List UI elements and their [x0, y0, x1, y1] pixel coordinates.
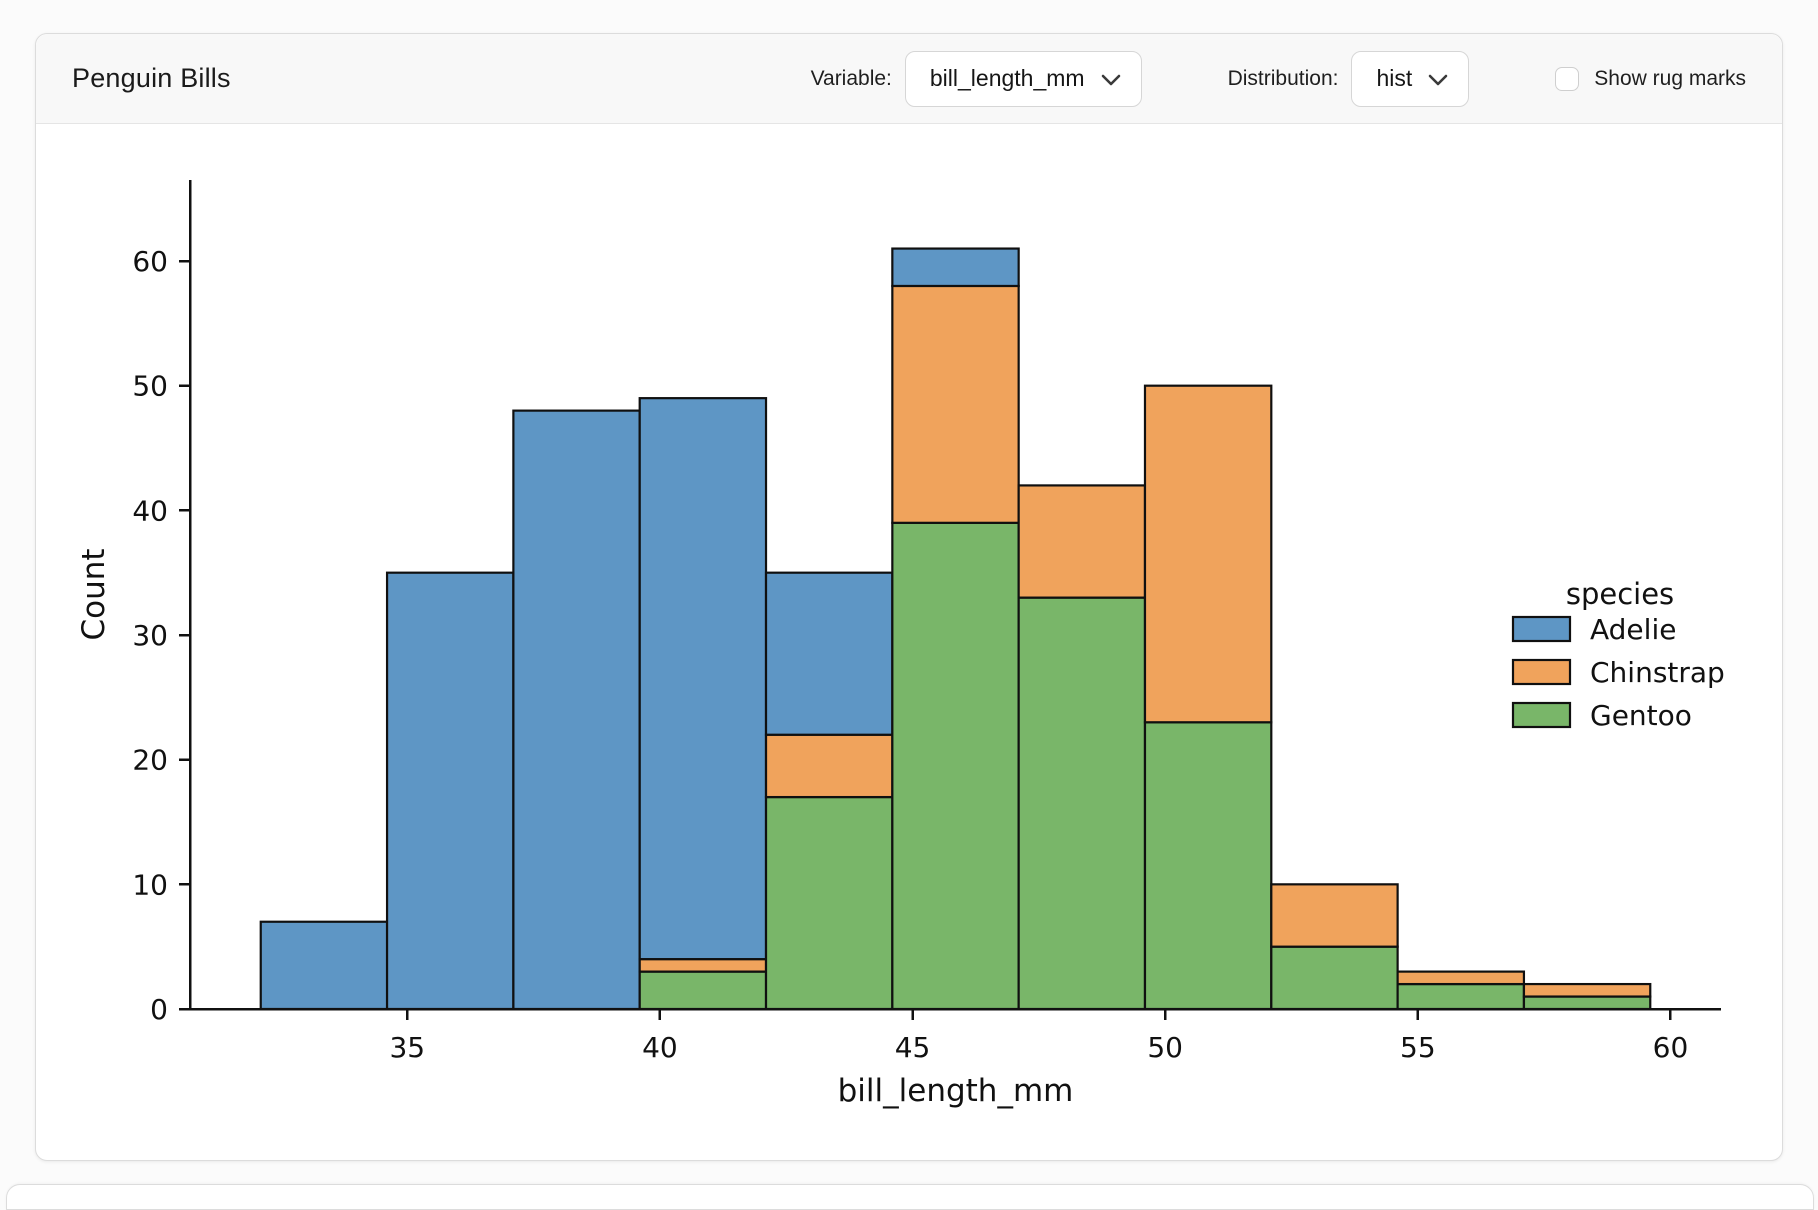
y-axis-tick-label: 60 [132, 245, 168, 278]
chevron-down-icon [1428, 74, 1448, 86]
card-header: Penguin Bills Variable: bill_length_mm D… [36, 34, 1782, 124]
y-axis-tick-label: 40 [132, 494, 168, 527]
legend-label: Gentoo [1590, 699, 1692, 732]
chevron-down-icon [1101, 74, 1120, 86]
histogram-bar-segment [891, 284, 1020, 524]
header-controls: Variable: bill_length_mm Distribution: h… [810, 50, 1746, 107]
x-axis-tick-label: 35 [389, 1031, 425, 1064]
histogram-bar-segment [1270, 883, 1399, 948]
histogram-bar-segment [764, 571, 894, 736]
legend-title: species [1566, 577, 1674, 611]
main-card: Penguin Bills Variable: bill_length_mm D… [35, 33, 1783, 1161]
histogram-bar-segment [638, 958, 768, 973]
chart-svg: 35 40 45 50 55 60 0 10 20 30 40 50 60 bill_length_mm C… [76, 180, 1725, 1109]
rug-marks-checkbox[interactable] [1555, 66, 1580, 91]
legend-label: Adelie [1590, 613, 1676, 646]
histogram-bar-segment [1143, 721, 1273, 1011]
histogram-bar-segment [764, 795, 894, 1011]
histogram-bar-segment [1017, 484, 1147, 599]
rug-marks-control-group: Show rug marks [1555, 66, 1746, 91]
rug-marks-label[interactable]: Show rug marks [1594, 66, 1746, 90]
y-axis-tick-label: 10 [132, 868, 168, 901]
histogram-bar-segment [638, 970, 768, 1011]
legend-label: Chinstrap [1590, 656, 1725, 689]
y-axis-tick-label: 50 [132, 370, 168, 403]
page-title: Penguin Bills [72, 63, 231, 93]
distribution-select-value: hist [1376, 65, 1413, 91]
histogram-bar-segment [1396, 970, 1526, 986]
histogram-bar-segment [891, 247, 1020, 288]
variable-select[interactable]: bill_length_mm [904, 50, 1142, 107]
x-axis-tick-label: 40 [642, 1031, 678, 1064]
x-axis-tick-label: 50 [1147, 1031, 1183, 1064]
histogram-bar-segment [1522, 982, 1652, 998]
x-axis-label: bill_length_mm [838, 1073, 1074, 1109]
histogram-bar-segment [512, 409, 641, 1011]
histogram-bar-segment [1017, 596, 1147, 1011]
histogram-bar-segment [1522, 995, 1652, 1011]
legend-swatch [1511, 615, 1572, 643]
x-axis-tick-label: 55 [1400, 1031, 1436, 1064]
distribution-control-group: Distribution: hist [1227, 50, 1470, 107]
histogram-bar-segment [259, 920, 389, 1011]
x-axis-tick-label: 45 [895, 1031, 931, 1064]
legend-swatch [1511, 658, 1572, 686]
histogram-bar-segment [638, 397, 768, 961]
histogram-bar-segment [1270, 945, 1399, 1011]
y-axis-tick-label: 30 [132, 619, 168, 652]
variable-label: Variable: [810, 66, 892, 90]
next-card-peek [6, 1184, 1814, 1210]
y-axis-tick-label: 0 [150, 993, 168, 1026]
distribution-label: Distribution: [1227, 66, 1339, 90]
variable-select-value: bill_length_mm [929, 65, 1085, 91]
distribution-select[interactable]: hist [1351, 50, 1470, 107]
y-axis-tick-label: 20 [132, 744, 168, 777]
histogram-bar-segment [385, 571, 515, 1011]
histogram-bar-segment [764, 733, 894, 799]
x-axis-tick-label: 60 [1653, 1031, 1689, 1064]
y-axis-label: Count [76, 548, 112, 640]
legend-swatch [1511, 701, 1572, 729]
histogram-bar-segment [891, 521, 1020, 1011]
chart-area: 35 40 45 50 55 60 0 10 20 30 40 50 60 bill_length_mm C… [36, 124, 1782, 1160]
histogram-bar-segment [1143, 384, 1273, 724]
variable-control-group: Variable: bill_length_mm [810, 50, 1142, 107]
histogram-bar-segment [1396, 982, 1526, 1011]
